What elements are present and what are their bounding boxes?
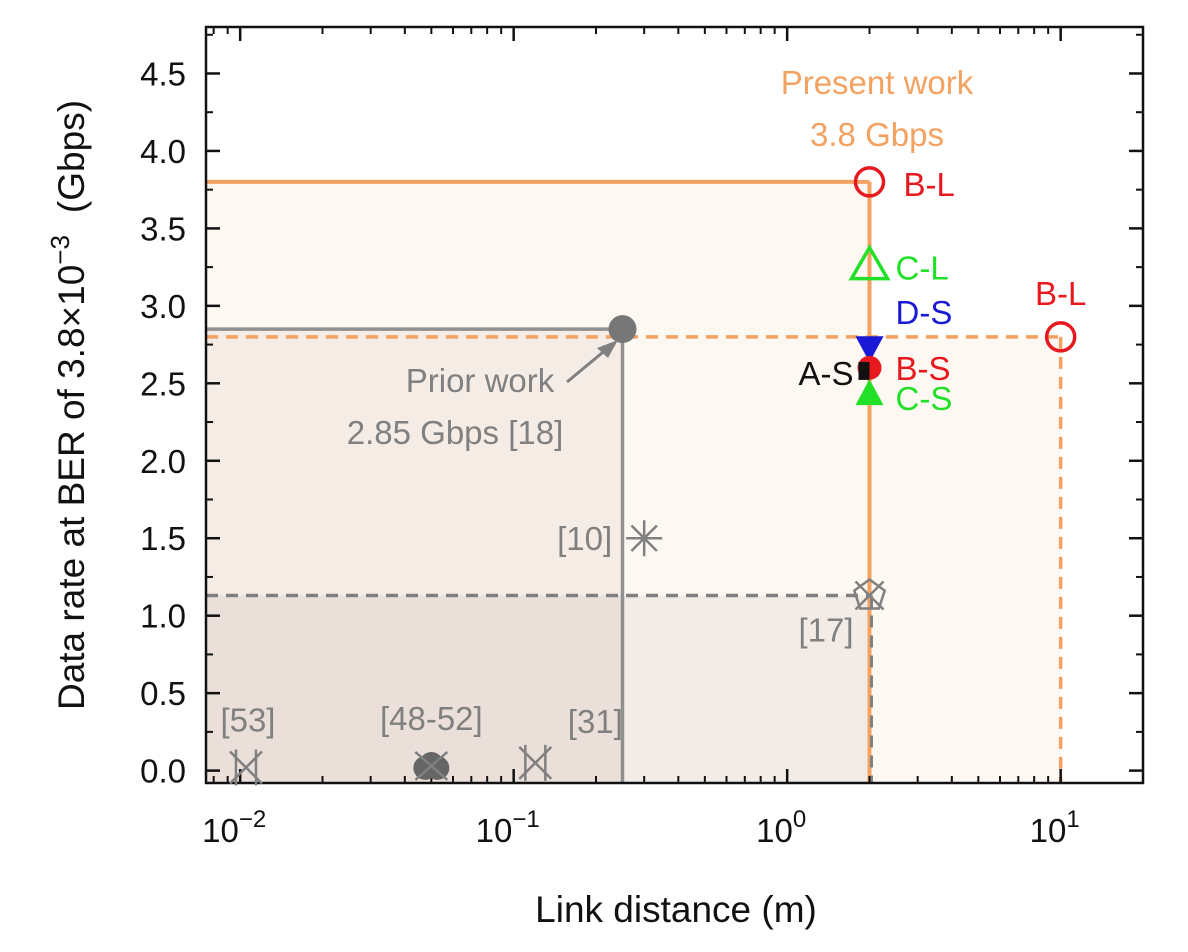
shaded-regions [206,181,1061,783]
filled-triangle-down [855,336,884,363]
ref-marker-31 [518,744,553,781]
x-stroke [854,580,885,611]
pentagon-shape [852,577,887,610]
open-circle [853,166,886,198]
series-markers: B-L C-L D-S B-S A-S C-S B-L [798,166,1086,417]
extended-region [869,336,1061,783]
prior-work-arrow [566,340,618,384]
series-marker-b-l [1044,321,1077,353]
ref-marker-10 [626,520,663,557]
ref-label: [53] [220,702,275,739]
series-label: A-S [798,355,853,392]
ref-label: [31] [568,703,623,740]
present-work-label-line2: 3.8 Gbps [810,116,944,153]
cluster-stroke [414,751,449,781]
open-circle [1044,321,1077,353]
y-tick-label: 0.5 [140,675,186,712]
y-tick-label: 0.0 [140,753,186,790]
x-tick-label: 101 [1030,806,1080,849]
ref-label: [48-52] [380,700,483,737]
present-work-label-line1: Present work [781,64,974,101]
y-tick-label: 4.5 [140,55,186,92]
y-tick-label: 3.5 [140,210,186,247]
y-tick-label: 2.5 [140,365,186,402]
y-axis-title-unit: (Gbps) [51,100,92,213]
prior-work-point [608,315,637,344]
ref17-region [206,595,870,783]
ref-label: [10] [557,520,612,557]
series-label: B-L [904,166,955,203]
filled-triangle [855,379,884,406]
series-label: B-L [1035,275,1086,312]
series-label: D-S [896,294,953,331]
cluster-dot [425,755,450,780]
reference-markers: [10] [17] [53] [48-52] [31] [220,315,887,786]
svg-text:Data rate at BER of 3.8×10−3(G: Data rate at BER of 3.8×10−3 (Gbps) [45,100,92,710]
open-triangle [848,244,891,281]
prior-work-label-line2: 2.85 Gbps [18] [347,414,563,451]
y-tick-label: 1.5 [140,520,186,557]
asterisk-stroke [630,524,658,552]
prior-work-label-line1: Prior work [406,362,555,399]
series-marker-b-l [853,166,886,198]
ref-marker-53 [229,749,263,786]
series-label: C-S [896,380,953,417]
reference-lines [206,179,1063,783]
ref-marker-48-52 [413,751,450,781]
series-marker-c-s [855,379,884,406]
y-tick-label: 2.0 [140,443,186,480]
x-tick-label: 100 [756,806,806,849]
plot-frame [204,25,1145,785]
series-marker-d-s [855,336,884,363]
present-work-region [206,181,870,783]
x-tick-label: 10−1 [476,806,540,849]
y-axis-title-exponent: −3 [45,235,75,265]
y-axis: 0.0 0.5 1.0 1.5 2.0 2.5 3.0 3.5 4.0 4.5 [140,33,1143,790]
y-tick-label: 1.0 [140,598,186,635]
x-axis-title: Link distance (m) [535,889,817,930]
ref-label: [17] [798,612,853,649]
x-tick-label: 10−2 [202,806,266,849]
prior-work-region [206,329,623,783]
y-axis-title: Data rate at BER of 3.8×10−3 (Gbps) [45,100,92,710]
y-axis-title-main: Data rate at BER of 3.8×10 [51,265,92,710]
ref-marker-17 [852,577,887,611]
series-label: C-L [896,250,949,287]
series-marker-c-l [848,244,891,281]
x-axis: 10−2 10−1 100 101 [202,27,1080,849]
filled-square [858,361,870,380]
y-tick-label: 4.0 [140,133,186,170]
y-tick-label: 3.0 [140,288,186,325]
series-label: B-S [896,350,951,387]
series-marker-a-s [858,361,870,380]
